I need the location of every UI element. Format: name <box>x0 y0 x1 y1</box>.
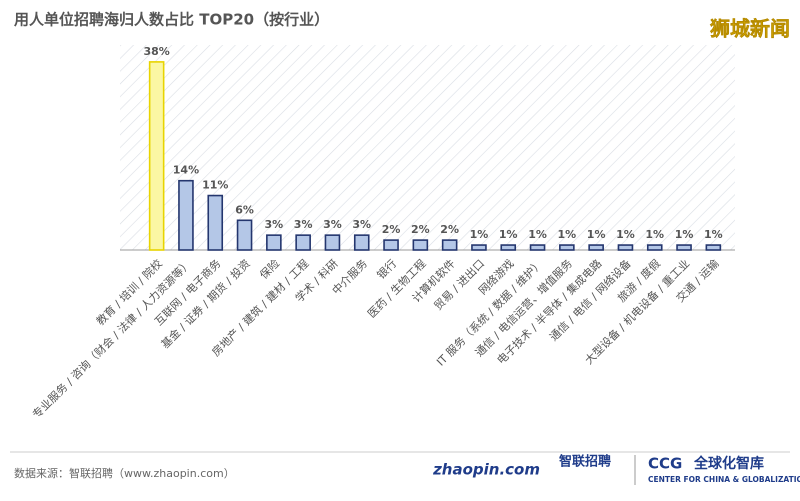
value-label: 3% <box>265 218 284 231</box>
zhaopin-name: 智联招聘 <box>559 454 611 470</box>
bar <box>588 244 604 251</box>
bar <box>617 244 634 251</box>
value-label: 2% <box>411 223 430 236</box>
bar <box>646 244 663 251</box>
chart-title: 用人单位招聘海归人数占比 TOP20（按行业） <box>14 11 329 29</box>
value-label: 1% <box>675 228 694 241</box>
bar <box>676 244 692 251</box>
value-label: 38% <box>143 45 169 58</box>
bar <box>353 234 370 251</box>
bar <box>441 239 458 251</box>
bar <box>412 239 429 251</box>
ccg-name: 全球化智库 <box>693 455 764 472</box>
value-label: 11% <box>202 179 228 192</box>
bar <box>207 194 224 251</box>
value-label: 1% <box>528 228 547 241</box>
bar <box>266 234 282 251</box>
value-label: 3% <box>323 218 342 231</box>
value-label: 1% <box>558 228 577 241</box>
value-label: 1% <box>470 228 489 241</box>
value-label: 14% <box>173 164 199 177</box>
zhaopin-url: zhaopin.com <box>432 461 540 479</box>
bar <box>559 244 575 251</box>
bar <box>471 244 487 251</box>
bar <box>295 234 311 251</box>
bar <box>324 234 341 251</box>
bar <box>705 244 722 251</box>
source: 数据来源：智联招聘（www.zhaopin.com） <box>14 466 235 480</box>
value-label: 3% <box>294 218 313 231</box>
value-label: 1% <box>704 228 723 241</box>
bar <box>148 61 165 251</box>
bar <box>236 219 253 251</box>
bar <box>383 239 399 251</box>
bar <box>529 244 546 251</box>
bar <box>178 179 194 251</box>
value-label: 1% <box>616 228 635 241</box>
bar <box>500 244 517 251</box>
value-label: 1% <box>587 228 606 241</box>
watermark: 狮城新闻 <box>710 17 790 41</box>
value-label: 2% <box>440 223 459 236</box>
value-label: 1% <box>499 228 518 241</box>
value-label: 2% <box>382 223 401 236</box>
value-label: 1% <box>645 228 664 241</box>
value-label: 6% <box>235 203 254 216</box>
value-label: 3% <box>352 218 371 231</box>
ccg-sub: CENTER FOR CHINA & GLOBALIZATION <box>648 475 800 484</box>
ccg: CCG <box>648 455 682 473</box>
